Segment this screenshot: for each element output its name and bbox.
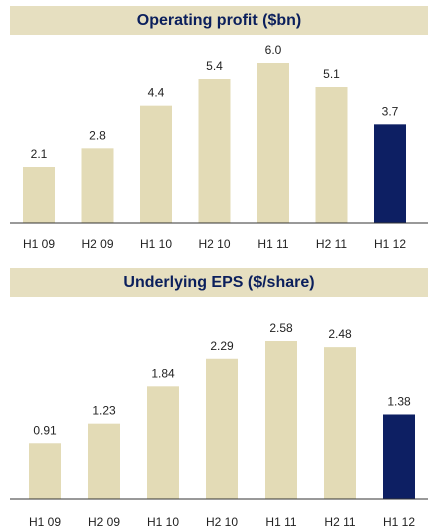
bar-value-label: 3.7 — [382, 104, 399, 118]
bar-value-label: 1.84 — [151, 366, 175, 380]
bar-value-label: 5.4 — [206, 59, 223, 73]
bar-h1-10 — [140, 105, 172, 223]
category-label: H2 09 — [81, 237, 113, 251]
category-label: H1 10 — [140, 237, 172, 251]
bar-h2-11 — [324, 347, 356, 499]
bar-value-label: 2.48 — [328, 327, 352, 341]
category-label: H2 10 — [198, 237, 230, 251]
bar-h2-09 — [88, 423, 120, 499]
bar-h1-11 — [257, 63, 289, 223]
category-label: H2 10 — [206, 515, 238, 529]
bar-h1-12 — [383, 414, 415, 499]
operating-profit-chart: 2.1 H1 09 2.8 H2 09 4.4 H1 10 5.4 H2 10 6.0 H1 11… — [10, 43, 428, 251]
category-label: H1 12 — [383, 515, 415, 529]
bar-value-label: 4.4 — [148, 86, 165, 100]
category-label: H1 09 — [29, 515, 61, 529]
category-label: H1 09 — [23, 237, 55, 251]
bar-value-label: 1.38 — [387, 394, 411, 408]
bar-h1-09 — [29, 443, 61, 499]
bar-h1-11 — [265, 341, 297, 499]
bar-h2-11 — [315, 87, 348, 223]
bar-h2-10 — [206, 358, 238, 499]
bar-value-label: 0.91 — [33, 423, 57, 437]
category-label: H2 09 — [88, 515, 120, 529]
bar-h2-09 — [81, 148, 114, 223]
operating-profit-title: Operating profit ($bn) — [10, 6, 428, 35]
bar-h1-12 — [374, 124, 406, 223]
underlying-eps-chart: 0.91 H1 09 1.23 H2 09 1.84 H1 10 2.29 H2 10 2.58… — [10, 321, 428, 529]
category-label: H1 12 — [374, 237, 406, 251]
bar-value-label: 6.0 — [265, 43, 282, 57]
underlying-eps-title: Underlying EPS ($/share) — [10, 268, 428, 297]
bar-value-label: 2.1 — [31, 147, 48, 161]
bar-value-label: 2.58 — [269, 321, 293, 335]
category-label: H2 11 — [324, 515, 355, 529]
bar-value-label: 1.23 — [92, 404, 116, 418]
category-label: H2 11 — [316, 237, 347, 251]
bar-value-label: 2.29 — [210, 339, 234, 353]
bar-value-label: 5.1 — [323, 67, 340, 81]
bar-h2-10 — [198, 79, 231, 223]
category-label: H1 11 — [257, 237, 288, 251]
category-label: H1 11 — [265, 515, 296, 529]
category-label: H1 10 — [147, 515, 179, 529]
bar-value-label: 2.8 — [89, 128, 106, 142]
bar-h1-09 — [23, 167, 55, 223]
bar-h1-10 — [147, 386, 179, 499]
